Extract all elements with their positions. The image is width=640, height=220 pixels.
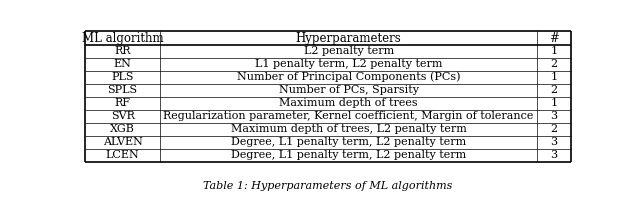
Text: Hyperparameters: Hyperparameters: [296, 31, 401, 44]
Text: 2: 2: [550, 59, 557, 69]
Text: EN: EN: [114, 59, 132, 69]
Text: SVR: SVR: [111, 111, 134, 121]
Text: LCEN: LCEN: [106, 150, 140, 160]
Text: RR: RR: [115, 46, 131, 56]
Text: SPLS: SPLS: [108, 85, 138, 95]
Text: XGB: XGB: [110, 124, 135, 134]
Text: Number of Principal Components (PCs): Number of Principal Components (PCs): [237, 72, 460, 82]
Text: Degree, L1 penalty term, L2 penalty term: Degree, L1 penalty term, L2 penalty term: [231, 137, 467, 147]
Text: 1: 1: [550, 46, 557, 56]
Text: RF: RF: [115, 98, 131, 108]
Text: ALVEN: ALVEN: [102, 137, 143, 147]
Text: Regularization parameter, Kernel coefficient, Margin of tolerance: Regularization parameter, Kernel coeffic…: [163, 111, 534, 121]
Text: ML algorithm: ML algorithm: [82, 31, 163, 44]
Text: Maximum depth of trees: Maximum depth of trees: [279, 98, 418, 108]
Text: L2 penalty term: L2 penalty term: [303, 46, 394, 56]
Text: 1: 1: [550, 72, 557, 82]
Text: Table 1: Hyperparameters of ML algorithms: Table 1: Hyperparameters of ML algorithm…: [204, 181, 452, 191]
Text: 3: 3: [550, 150, 557, 160]
Text: 2: 2: [550, 85, 557, 95]
Text: PLS: PLS: [111, 72, 134, 82]
Text: 1: 1: [550, 98, 557, 108]
Text: 2: 2: [550, 124, 557, 134]
Text: Maximum depth of trees, L2 penalty term: Maximum depth of trees, L2 penalty term: [231, 124, 467, 134]
Text: L1 penalty term, L2 penalty term: L1 penalty term, L2 penalty term: [255, 59, 442, 69]
Text: 3: 3: [550, 111, 557, 121]
Text: #: #: [549, 31, 559, 44]
Text: Number of PCs, Sparsity: Number of PCs, Sparsity: [278, 85, 419, 95]
Text: Degree, L1 penalty term, L2 penalty term: Degree, L1 penalty term, L2 penalty term: [231, 150, 467, 160]
Text: 3: 3: [550, 137, 557, 147]
